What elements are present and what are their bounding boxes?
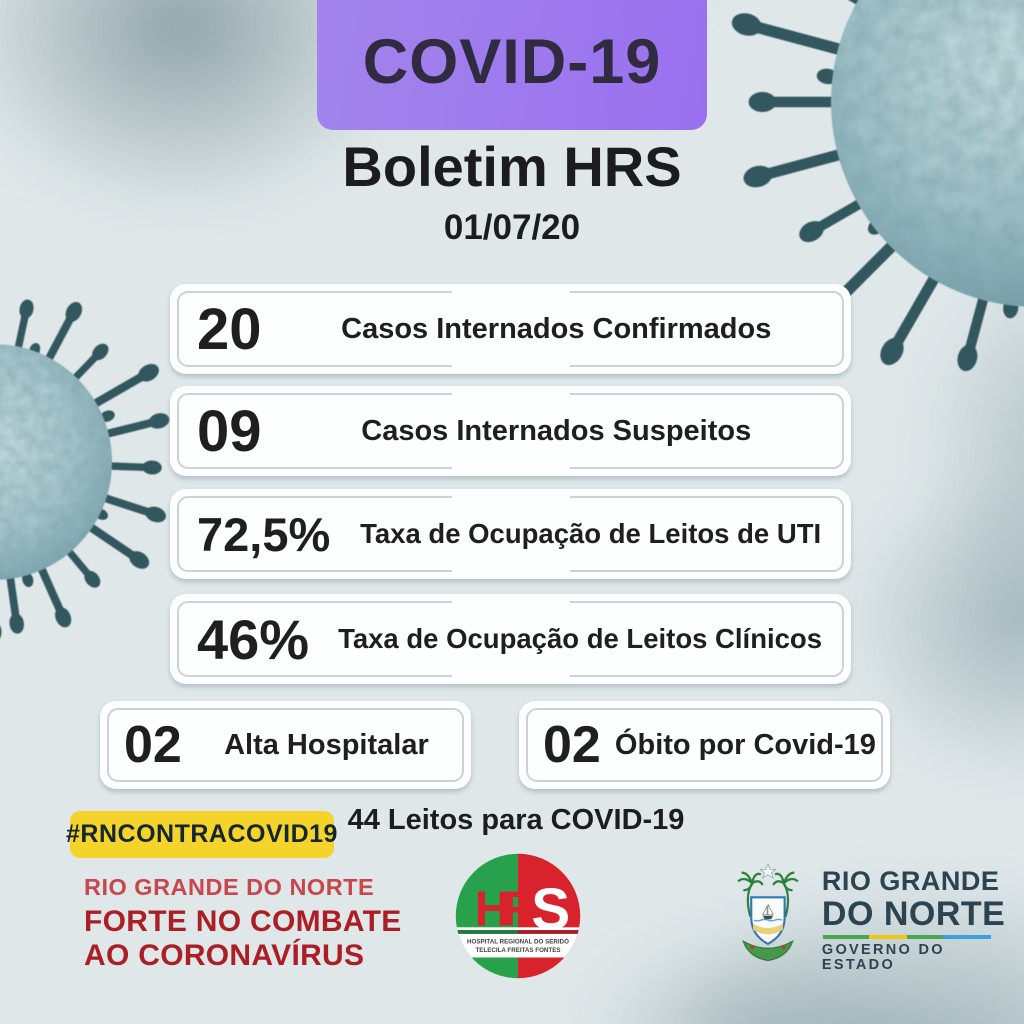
coronavirus-icon xyxy=(0,298,171,643)
campaign-line2: FORTE NO COMBATE xyxy=(84,904,402,938)
stat-card-discharged: 02 Alta Hospitalar xyxy=(100,701,471,789)
stat-card-suspected: 09 Casos Internados Suspeitos xyxy=(170,386,851,476)
bulletin-date: 01/07/20 xyxy=(443,208,581,247)
rn-coat-of-arms-icon xyxy=(737,863,799,962)
card-notch xyxy=(451,673,570,679)
stat-label: Casos Internados Confirmados xyxy=(341,312,772,345)
campaign-line3: AO CORONAVÍRUS xyxy=(84,938,365,972)
stat-value: 20 xyxy=(197,296,262,362)
card-notch xyxy=(451,568,570,574)
gov-line3: GOVERNO DO ESTADO xyxy=(821,942,945,973)
stat-value: 46% xyxy=(197,607,310,671)
card-notch xyxy=(451,289,570,295)
stat-label: Alta Hospitalar xyxy=(224,728,429,761)
beds-total-note: 44 Leitos para COVID-19 xyxy=(347,804,685,836)
campaign-line1: RIO GRANDE DO NORTE xyxy=(84,874,375,900)
gov-line1: RIO GRANDE xyxy=(821,866,1000,896)
hrs-name-line1: HOSPITAL REGIONAL DO SERIDÓ xyxy=(467,937,569,945)
hrs-logo-icon: HR S HOSPITAL REGIONAL DO SERIDÓ TELECIL… xyxy=(455,853,581,979)
covid-banner: COVID-19 xyxy=(317,0,707,130)
card-notch xyxy=(451,599,570,605)
stat-value: 02 xyxy=(124,716,182,774)
stat-label: Casos Internados Suspeitos xyxy=(361,414,752,447)
stat-card-confirmed: 20 Casos Internados Confirmados xyxy=(170,284,851,374)
stat-value: 02 xyxy=(543,716,601,774)
hashtag-badge: #RNCONTRACOVID19 xyxy=(66,811,337,858)
gov-line2: DO NORTE xyxy=(821,895,1006,933)
bulletin-title: Boletim HRS xyxy=(342,135,682,198)
campaign-slogan: RIO GRANDE DO NORTE FORTE NO COMBATE AO … xyxy=(84,874,402,975)
card-notch xyxy=(451,363,570,369)
stat-label: Taxa de Ocupação de Leitos Clínicos xyxy=(338,623,823,654)
stat-card-deaths: 02 Óbito por Covid-19 xyxy=(519,701,890,789)
government-logo-text: RIO GRANDE DO NORTE GOVERNO DO ESTADO xyxy=(822,868,1024,972)
card-notch xyxy=(451,465,570,471)
stat-label: Taxa de Ocupação de Leitos de UTI xyxy=(360,518,822,549)
coronavirus-icon xyxy=(729,0,1024,374)
card-notch xyxy=(451,391,570,397)
hrs-name-line2: TELECILA FREITAS FONTES xyxy=(476,947,561,954)
gov-color-bar xyxy=(822,935,991,939)
stat-value: 09 xyxy=(197,398,262,464)
banner-title: COVID-19 xyxy=(362,27,662,97)
stat-label: Óbito por Covid-19 xyxy=(614,728,876,761)
stat-card-clinical-occupancy: 46% Taxa de Ocupação de Leitos Clínicos xyxy=(170,594,851,684)
stat-card-icu-occupancy: 72,5% Taxa de Ocupação de Leitos de UTI xyxy=(170,489,851,579)
card-notch xyxy=(451,494,570,500)
government-logo: RIO GRANDE DO NORTE GOVERNO DO ESTADO xyxy=(724,858,1024,972)
stat-value: 72,5% xyxy=(197,507,331,561)
